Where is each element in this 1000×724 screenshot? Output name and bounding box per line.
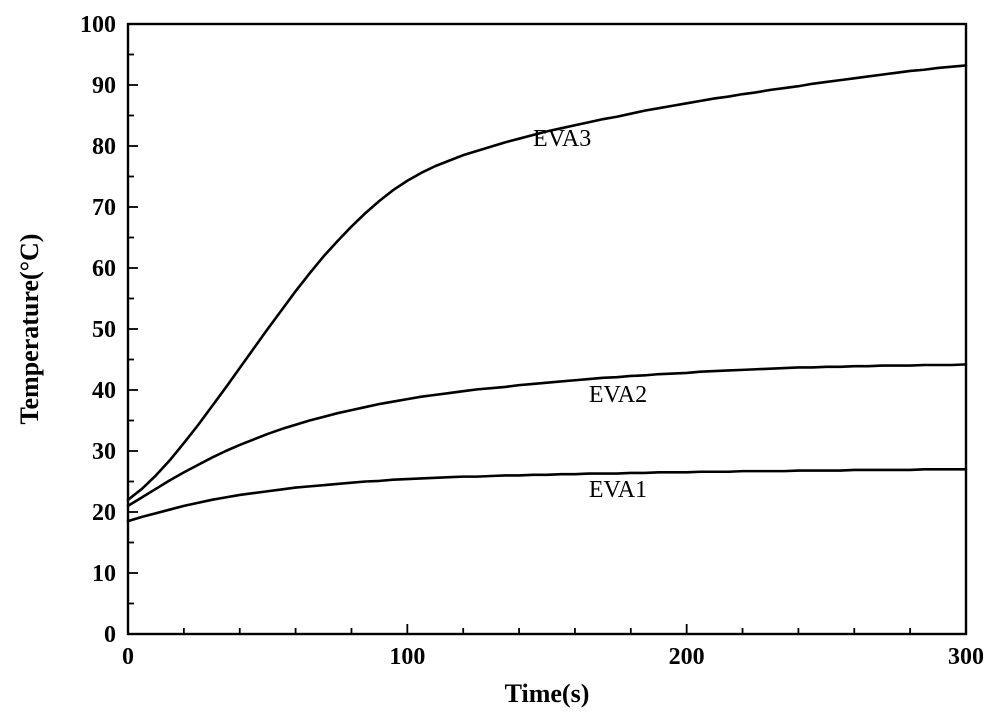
y-tick-label: 40 <box>92 378 116 404</box>
temperature-time-chart: 0 100 200 300 0 10 20 30 40 50 60 70 80 90 100 Time(s) T… <box>0 0 1000 724</box>
y-tick-label: 70 <box>92 195 116 221</box>
x-tick-label: 100 <box>389 644 425 670</box>
y-tick-label: 90 <box>92 73 116 99</box>
y-tick-label: 80 <box>92 134 116 160</box>
x-tick-label: 200 <box>669 644 705 670</box>
y-tick-label: 50 <box>92 317 116 343</box>
y-tick-label: 100 <box>80 12 116 38</box>
series-label-EVA3: EVA3 <box>533 126 591 152</box>
x-tick-label: 0 <box>122 644 134 670</box>
x-tick-label: 300 <box>948 644 984 670</box>
y-tick-label: 30 <box>92 439 116 465</box>
chart-bg <box>0 0 1000 724</box>
series-label-EVA2: EVA2 <box>589 382 647 408</box>
series-label-EVA1: EVA1 <box>589 477 647 503</box>
y-axis-label: Temperature(°C) <box>15 234 44 425</box>
y-tick-label: 60 <box>92 256 116 282</box>
y-tick-label: 20 <box>92 500 116 526</box>
y-tick-label: 10 <box>92 561 116 587</box>
y-tick-label: 0 <box>104 622 116 648</box>
x-axis-label: Time(s) <box>505 679 590 708</box>
